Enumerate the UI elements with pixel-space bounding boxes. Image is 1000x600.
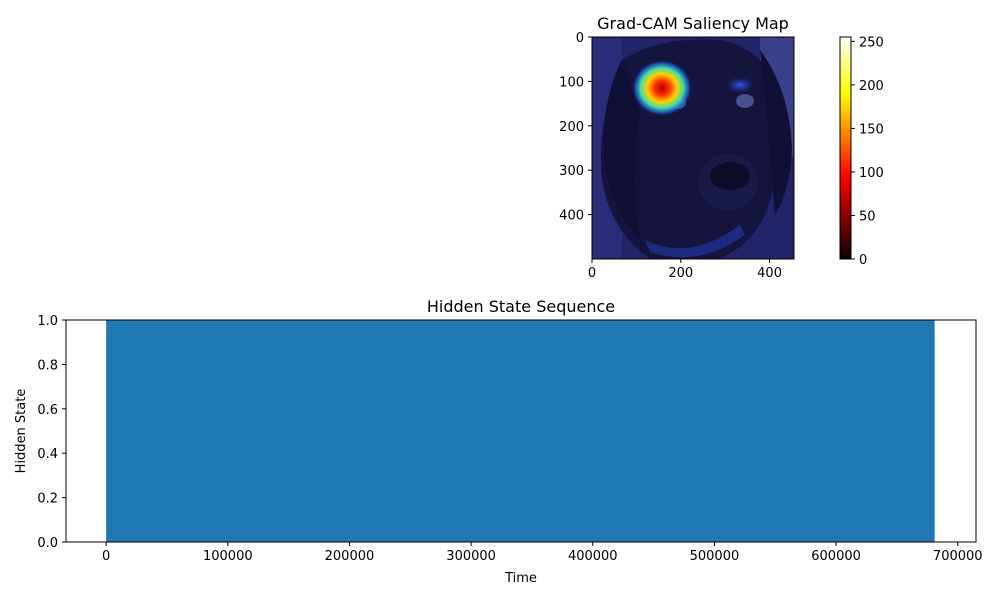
saliency-hotspot xyxy=(632,60,692,116)
colorbar-tick-label: 250 xyxy=(859,35,884,50)
saliency-map-title: Grad-CAM Saliency Map xyxy=(597,14,789,33)
hidden-state-xtick-label: 700000 xyxy=(933,549,983,564)
hidden-state-xtick-label: 100000 xyxy=(203,549,253,564)
colorbar-tick-label: 200 xyxy=(859,79,884,94)
colorbar-tick-label: 0 xyxy=(859,253,867,268)
colorbar-tick-label: 150 xyxy=(859,122,884,137)
hidden-state-ytick-label: 0.6 xyxy=(37,403,58,418)
saliency-ytick-label: 0 xyxy=(576,31,584,46)
hidden-state-xtick-label: 600000 xyxy=(811,549,861,564)
saliency-x-ticks: 0 200 400 xyxy=(588,259,782,281)
hidden-state-ytick-label: 0.8 xyxy=(37,358,58,373)
hidden-state-y-ticks: 0.0 0.2 0.4 0.6 0.8 1.0 xyxy=(37,314,66,551)
hidden-state-title: Hidden State Sequence xyxy=(427,297,615,316)
hidden-state-xtick-label: 300000 xyxy=(446,549,496,564)
saliency-y-ticks: 0 100 200 300 400 xyxy=(559,31,592,224)
hidden-state-xtick-label: 0 xyxy=(102,549,110,564)
colorbar-tick-label: 100 xyxy=(859,166,884,181)
hidden-state-axes-frame xyxy=(65,319,977,543)
hidden-state-xlabel: Time xyxy=(504,571,537,586)
hidden-state-ytick-label: 0.2 xyxy=(37,492,58,507)
hidden-state-area xyxy=(106,320,935,542)
saliency-image xyxy=(592,37,794,259)
saliency-ytick-label: 100 xyxy=(559,75,584,90)
hidden-state-ylabel: Hidden State xyxy=(14,389,29,474)
saliency-map-panel: Grad-CAM Saliency Map 0 100 200 300 400 xyxy=(559,14,884,281)
saliency-ytick-label: 400 xyxy=(559,209,584,224)
saliency-xtick-label: 200 xyxy=(668,266,693,281)
colorbar-ticks: 0 50 100 150 200 250 xyxy=(851,35,884,268)
hidden-state-ytick-label: 0.4 xyxy=(37,447,58,462)
colorbar-tick-label: 50 xyxy=(859,209,876,224)
saliency-ytick-label: 200 xyxy=(559,120,584,135)
saliency-ytick-label: 300 xyxy=(559,164,584,179)
hidden-state-xtick-label: 400000 xyxy=(568,549,618,564)
saliency-xtick-label: 400 xyxy=(757,266,782,281)
colorbar xyxy=(839,36,852,260)
hidden-state-panel: Hidden State Sequence 0 100000 200000 30000… xyxy=(14,297,983,586)
hidden-state-x-ticks: 0 100000 200000 300000 400000 500000 600000 700… xyxy=(102,542,983,564)
hidden-state-ytick-label: 0.0 xyxy=(37,536,58,551)
hidden-state-xtick-label: 200000 xyxy=(325,549,375,564)
saliency-xtick-label: 0 xyxy=(588,266,596,281)
hidden-state-xtick-label: 500000 xyxy=(690,549,740,564)
hidden-state-ytick-label: 1.0 xyxy=(37,314,58,329)
saliency-axes-frame xyxy=(591,36,795,260)
